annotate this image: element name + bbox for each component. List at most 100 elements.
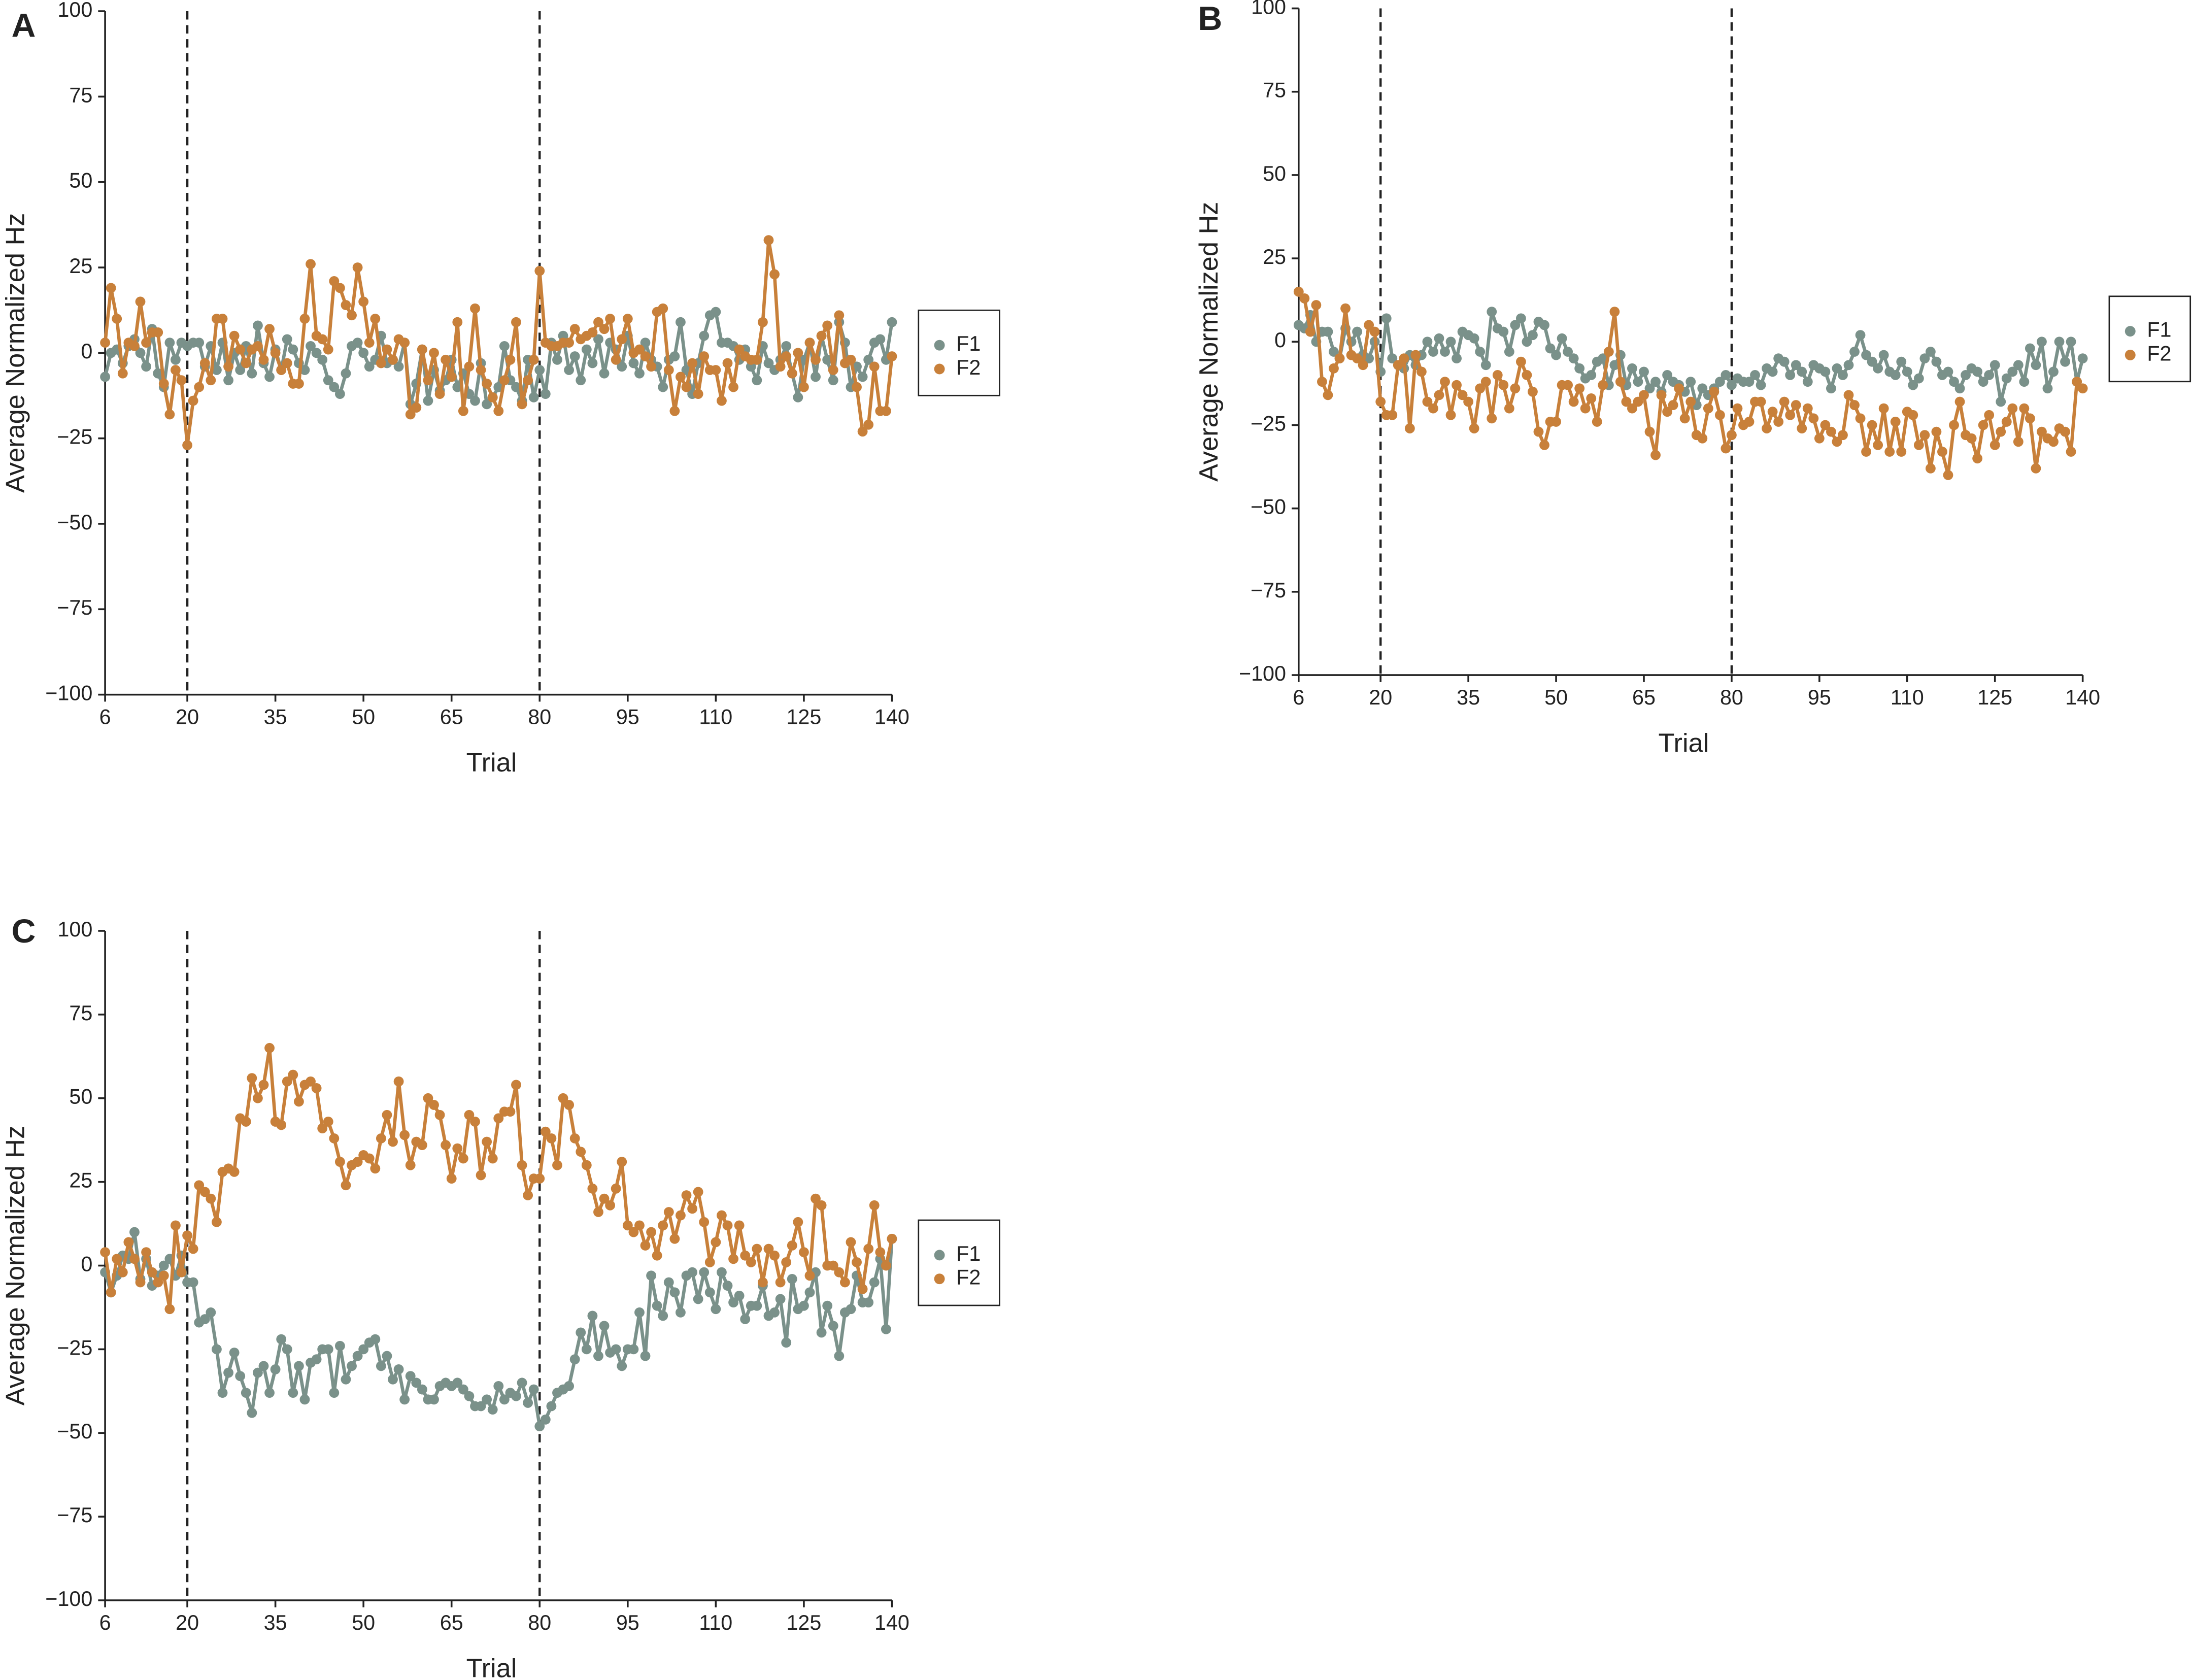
point [347,310,357,321]
point [147,1267,157,1278]
point [752,375,762,386]
point [476,1170,486,1181]
point [1434,333,1444,344]
point [1972,453,1983,464]
point [1639,390,1649,400]
point [1504,347,1514,357]
point [828,365,838,375]
point [711,365,721,375]
point [317,354,328,365]
point [564,1381,575,1391]
point [352,1351,363,1361]
point [763,358,774,368]
point [323,1344,333,1355]
point [676,1210,686,1221]
point [223,361,233,372]
point [1849,347,1860,357]
point [1615,377,1626,387]
point [775,1294,786,1304]
point [217,1388,228,1398]
point [393,1364,404,1374]
point [1480,360,1491,371]
y-tick-label: −25 [57,425,92,449]
point [2019,403,2030,414]
point [252,320,263,331]
point [793,392,803,402]
point [429,348,439,358]
point [417,1384,427,1395]
point [352,262,363,273]
point [599,1193,610,1204]
point [852,382,862,392]
x-tick-label: 110 [699,705,732,728]
point [863,1244,874,1254]
point [341,1374,351,1385]
point [1387,410,1398,420]
point [2077,353,2088,364]
point [241,1388,251,1398]
x-tick-label: 20 [176,1611,199,1634]
point [399,1394,410,1405]
point [470,1117,480,1127]
point [1890,370,1901,380]
point [2060,356,2070,367]
point [2013,360,2024,371]
point [828,375,838,386]
point [505,1106,516,1117]
x-axis-label: Trial [466,1654,517,1680]
point [1522,370,1532,380]
point [388,354,398,365]
point [728,1254,738,1264]
point [499,375,510,386]
point [405,409,416,420]
point [881,1260,891,1271]
point [417,1140,427,1151]
x-tick-label: 35 [264,1611,287,1634]
point [1890,417,1901,427]
point [1557,333,1567,344]
point [1609,307,1620,317]
x-tick-label: 50 [1544,686,1568,709]
point [887,1233,897,1244]
point [199,1314,210,1324]
point [1580,403,1591,414]
point [1802,377,1813,387]
point [2048,366,2059,377]
point [252,1093,263,1103]
point [388,1374,398,1385]
point [1791,360,1801,371]
legend-label: F1 [2147,318,2171,342]
point [534,365,545,375]
point [669,1287,680,1298]
point [1662,407,1673,417]
point [1498,380,1509,390]
point [546,1401,557,1412]
point [399,338,410,348]
point [2025,343,2035,354]
point [334,1157,345,1167]
point [164,409,175,420]
point [276,1334,287,1345]
point [229,1348,240,1358]
y-tick-label: −75 [57,596,92,619]
point [1334,353,1345,364]
point [534,1173,545,1184]
point [117,368,128,379]
point [669,351,680,361]
point [493,1381,504,1391]
point [687,358,697,368]
point [1808,413,1819,424]
point [816,1327,827,1338]
point [528,1384,539,1395]
point [1668,400,1678,410]
point [1919,430,1930,441]
point [1966,433,1977,444]
point [493,406,504,416]
point [1773,417,1784,427]
point [1779,356,1790,367]
point [464,1110,475,1120]
point [1422,396,1433,407]
point [1913,373,1924,384]
point [182,440,192,451]
point [100,338,111,348]
